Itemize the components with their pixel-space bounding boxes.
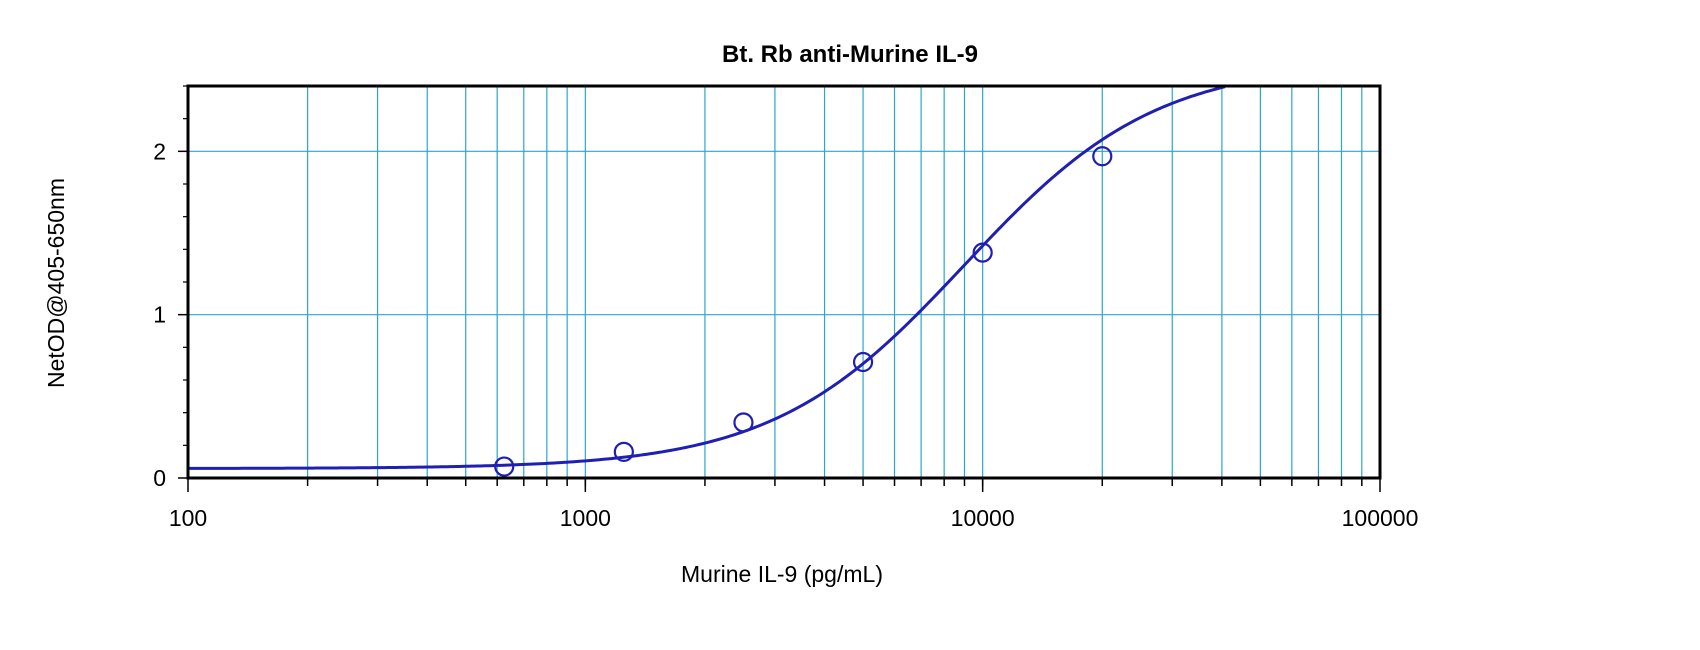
y-tick-label: 2 — [153, 138, 166, 164]
data-point — [494, 456, 515, 477]
fitted-curve — [188, 85, 1226, 470]
y-tick-label: 1 — [153, 302, 166, 328]
grid — [188, 86, 1380, 478]
chart-title: Bt. Rb anti-Murine IL-9 — [722, 41, 978, 68]
plot-frame — [186, 84, 1382, 480]
x-axis-label: Murine IL-9 (pg/mL) — [681, 561, 883, 587]
y-axis-label: NetOD@405-650nm — [43, 178, 69, 388]
x-tick-label: 10000 — [951, 505, 1015, 531]
fitted-curve-line — [188, 85, 1226, 470]
x-tick-label: 100000 — [1342, 505, 1419, 531]
x-tick-label: 100 — [169, 505, 207, 531]
data-points — [494, 146, 1113, 477]
data-point — [613, 441, 634, 462]
y-tick-labels: 0 1 2 — [153, 138, 166, 491]
data-point — [972, 242, 993, 263]
data-point — [852, 351, 874, 373]
data-point — [1092, 146, 1113, 167]
x-tick-label: 1000 — [560, 505, 611, 531]
data-point — [733, 412, 754, 433]
x-tick-labels: 100 1000 10000 100000 — [169, 505, 1419, 531]
y-tick-label: 0 — [153, 465, 166, 491]
axis-ticks — [178, 85, 1381, 492]
